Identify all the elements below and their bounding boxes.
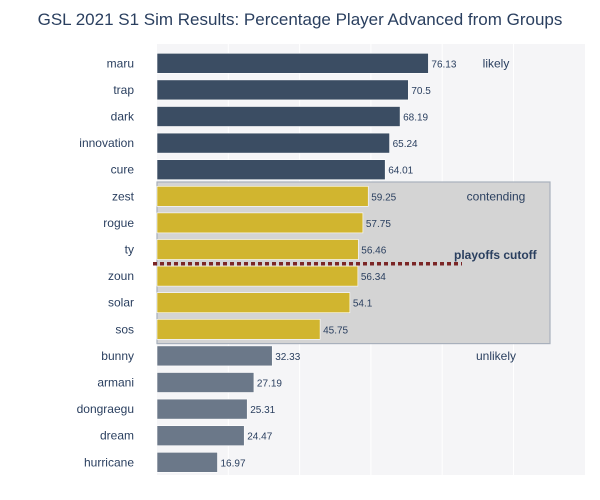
bar-dongraegu (156, 398, 248, 420)
bar-dream (156, 425, 245, 447)
group-labels: likely contending unlikely (467, 56, 526, 363)
tick-label-bunny: bunny (101, 349, 134, 363)
tick-label-trap: trap (113, 83, 134, 97)
data-label-rogue: 57.75 (366, 219, 391, 230)
group-label-contending: contending (467, 189, 526, 203)
bar-ty (156, 239, 359, 260)
chart-title: GSL 2021 S1 Sim Results: Percentage Play… (38, 10, 563, 29)
tick-label-innovation: innovation (79, 136, 134, 150)
tick-label-rogue: rogue (103, 216, 134, 230)
tick-label-dongraegu: dongraegu (77, 402, 134, 416)
data-label-armani: 27.19 (257, 379, 282, 390)
data-label-zest: 59.25 (371, 192, 396, 203)
tick-label-dream: dream (100, 429, 134, 443)
tick-label-zest: zest (112, 189, 135, 203)
y-axis-tick-labels: maru trap dark innovation cure zest rogue ty zou… (77, 56, 135, 469)
tick-label-zoun: zoun (108, 269, 134, 283)
data-label-bunny: 32.33 (275, 352, 300, 363)
data-label-solar: 54.1 (353, 299, 373, 310)
data-label-ty: 56.46 (361, 246, 386, 257)
bar-dark (156, 106, 401, 127)
bar-maru (156, 52, 429, 74)
bar-bunny (156, 345, 273, 367)
data-label-hurricane: 16.97 (220, 458, 245, 469)
data-label-innovation: 65.24 (393, 139, 418, 150)
data-label-dream: 24.47 (247, 432, 272, 443)
data-label-trap: 70.5 (411, 86, 431, 97)
bar-zoun (156, 265, 359, 287)
group-label-likely: likely (483, 56, 510, 70)
tick-label-solar: solar (108, 296, 134, 310)
tick-label-armani: armani (97, 376, 134, 390)
bar-armani (156, 372, 255, 393)
tick-label-ty: ty (125, 243, 134, 257)
bar-sos (156, 318, 321, 340)
tick-label-dark: dark (111, 110, 135, 124)
bar-innovation (156, 132, 390, 154)
data-label-dongraegu: 25.31 (250, 405, 275, 416)
data-label-cure: 64.01 (388, 166, 413, 177)
tick-label-hurricane: hurricane (84, 455, 134, 469)
bar-cure (156, 159, 386, 180)
group-label-unlikely: unlikely (476, 349, 516, 363)
bar-trap (156, 79, 409, 101)
bars (156, 52, 429, 473)
bar-hurricane (156, 451, 218, 473)
data-labels: 76.13 70.5 68.19 65.24 64.01 59.25 57.75 56.46 5… (220, 59, 456, 469)
data-label-maru: 76.13 (431, 59, 456, 70)
playoffs-cutoff-label: playoffs cutoff (454, 248, 538, 262)
bar-zest (156, 186, 369, 207)
tick-label-maru: maru (107, 56, 134, 70)
data-label-dark: 68.19 (403, 113, 428, 124)
tick-label-sos: sos (115, 322, 134, 336)
data-label-sos: 45.75 (323, 325, 348, 336)
tick-label-cure: cure (111, 163, 135, 177)
bar-rogue (156, 212, 364, 234)
data-label-zoun: 56.34 (361, 272, 386, 283)
bar-solar (156, 292, 351, 314)
